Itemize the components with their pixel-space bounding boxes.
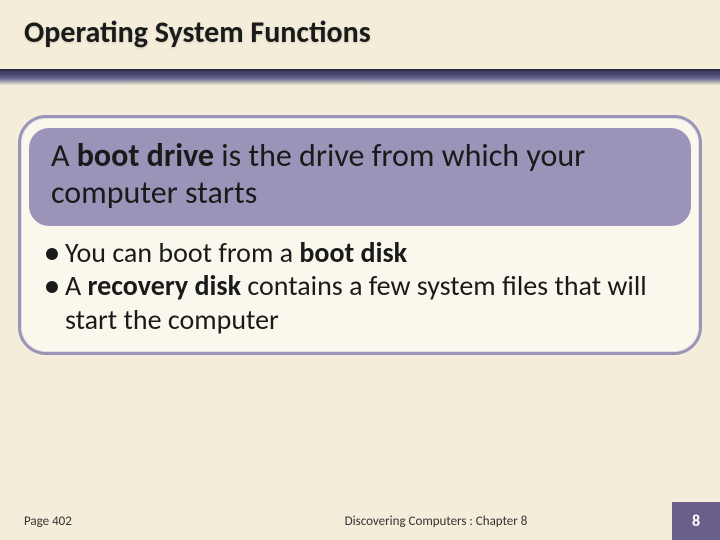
title-area: Operating System Functions (0, 0, 720, 51)
headline-bold: boot drive (77, 136, 214, 175)
page-reference: Page 402 (0, 514, 200, 529)
footer: Page 402 Discovering Computers : Chapter… (0, 502, 720, 540)
title-underline (0, 69, 720, 85)
bullet-text: You can boot from a boot disk (65, 236, 407, 270)
headline-pre: A (51, 136, 77, 175)
footer-center: Discovering Computers : Chapter 8 (200, 514, 672, 529)
bullet-icon: • (45, 236, 59, 270)
list-item: • You can boot from a boot disk (45, 236, 679, 270)
bullet-icon: • (45, 269, 59, 303)
list-item: • A recovery disk contains a few system … (45, 269, 679, 336)
content-box: A boot drive is the drive from which you… (18, 115, 702, 355)
page-number: 8 (672, 502, 720, 540)
bullet-text: A recovery disk contains a few system fi… (65, 269, 679, 336)
headline-pill: A boot drive is the drive from which you… (29, 128, 691, 226)
bullet-list: • You can boot from a boot disk • A reco… (29, 226, 691, 337)
slide-title: Operating System Functions (24, 14, 720, 51)
